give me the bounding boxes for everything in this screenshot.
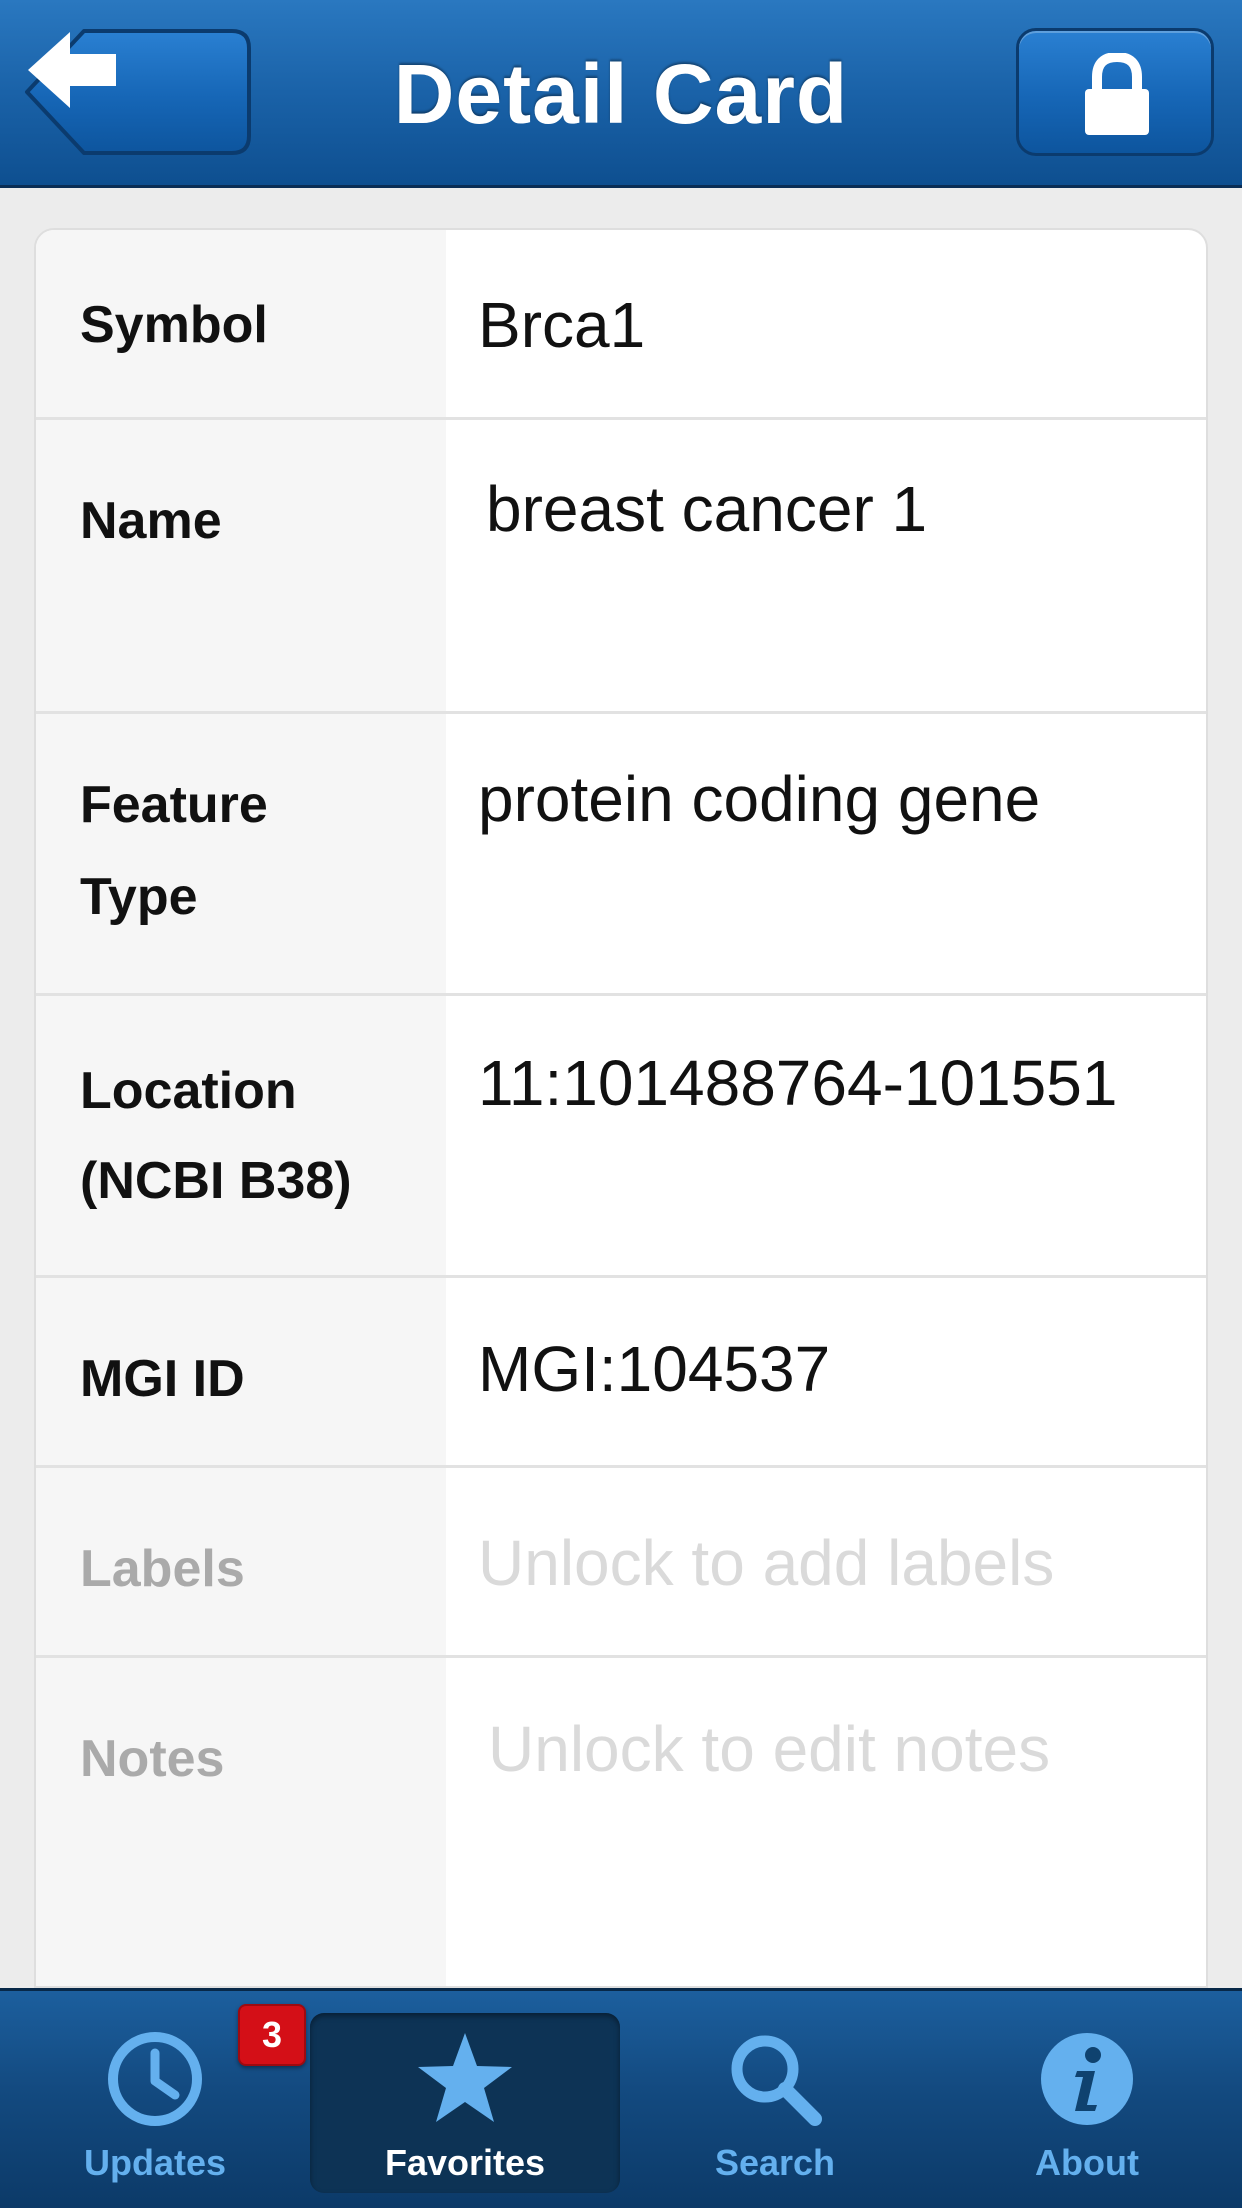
- symbol-label: Symbol: [80, 296, 268, 354]
- star-icon: [418, 2033, 512, 2122]
- feature-type-label-line2: Type: [80, 868, 198, 926]
- mgi-id-value: MGI:104537: [478, 1333, 831, 1405]
- clock-icon: [108, 2032, 202, 2126]
- notes-field[interactable]: Unlock to edit notes: [488, 1713, 1051, 1785]
- row-location: Location (NCBI B38) 11:101488764-101551: [36, 996, 1206, 1278]
- label-column: [36, 230, 446, 417]
- notes-label: Notes: [80, 1730, 225, 1788]
- name-label: Name: [80, 492, 222, 550]
- lock-icon: [1085, 53, 1149, 135]
- row-feature-type: Feature Type protein coding gene: [36, 714, 1206, 996]
- row-symbol: Symbol Brca1: [36, 230, 1206, 420]
- row-notes[interactable]: Notes Unlock to edit notes: [36, 1658, 1206, 1986]
- label-column: [36, 1468, 446, 1655]
- symbol-value: Brca1: [478, 289, 646, 361]
- mgi-id-label: MGI ID: [80, 1350, 245, 1408]
- page-title: Detail Card: [393, 47, 849, 141]
- tab-about[interactable]: About: [932, 2013, 1242, 2193]
- tab-favorites-label: Favorites: [384, 2142, 546, 2183]
- label-column: [36, 420, 446, 711]
- tab-updates-label: Updates: [83, 2142, 227, 2183]
- feature-type-value: protein coding gene: [478, 763, 1041, 835]
- tab-about-label: About: [1035, 2142, 1139, 2183]
- back-button[interactable]: [24, 28, 252, 156]
- lock-button[interactable]: [1016, 28, 1214, 156]
- label-column: [36, 714, 446, 993]
- row-labels[interactable]: Labels Unlock to add labels: [36, 1468, 1206, 1658]
- navigation-bar: Detail Card: [0, 0, 1242, 188]
- tab-bar: Updates Favorites Search About: [0, 1988, 1242, 2208]
- labels-field[interactable]: Unlock to add labels: [478, 1527, 1055, 1599]
- detail-card: Symbol Brca1 Name breast cancer 1 Featur…: [34, 228, 1208, 1988]
- tab-search[interactable]: Search: [620, 2013, 930, 2193]
- location-label-line1: Location: [80, 1062, 297, 1120]
- location-value: 11:101488764-101551: [478, 1047, 1118, 1119]
- label-column: [36, 1278, 446, 1465]
- row-name: Name breast cancer 1: [36, 420, 1206, 714]
- tab-search-label: Search: [714, 2142, 836, 2183]
- tab-updates[interactable]: Updates: [0, 2013, 310, 2193]
- info-icon: [1041, 2033, 1133, 2125]
- tab-favorites[interactable]: Favorites: [310, 2013, 620, 2193]
- label-column: [36, 1658, 446, 1986]
- search-icon: [731, 2035, 822, 2126]
- name-value: breast cancer 1: [486, 473, 928, 545]
- updates-badge: 3: [238, 2004, 306, 2066]
- feature-type-label-line1: Feature: [80, 776, 268, 834]
- label-column: [36, 996, 446, 1275]
- row-mgi-id: MGI ID MGI:104537: [36, 1278, 1206, 1468]
- labels-label: Labels: [80, 1540, 245, 1598]
- location-label-line2: (NCBI B38): [80, 1152, 352, 1210]
- arrow-left-icon: [28, 32, 116, 108]
